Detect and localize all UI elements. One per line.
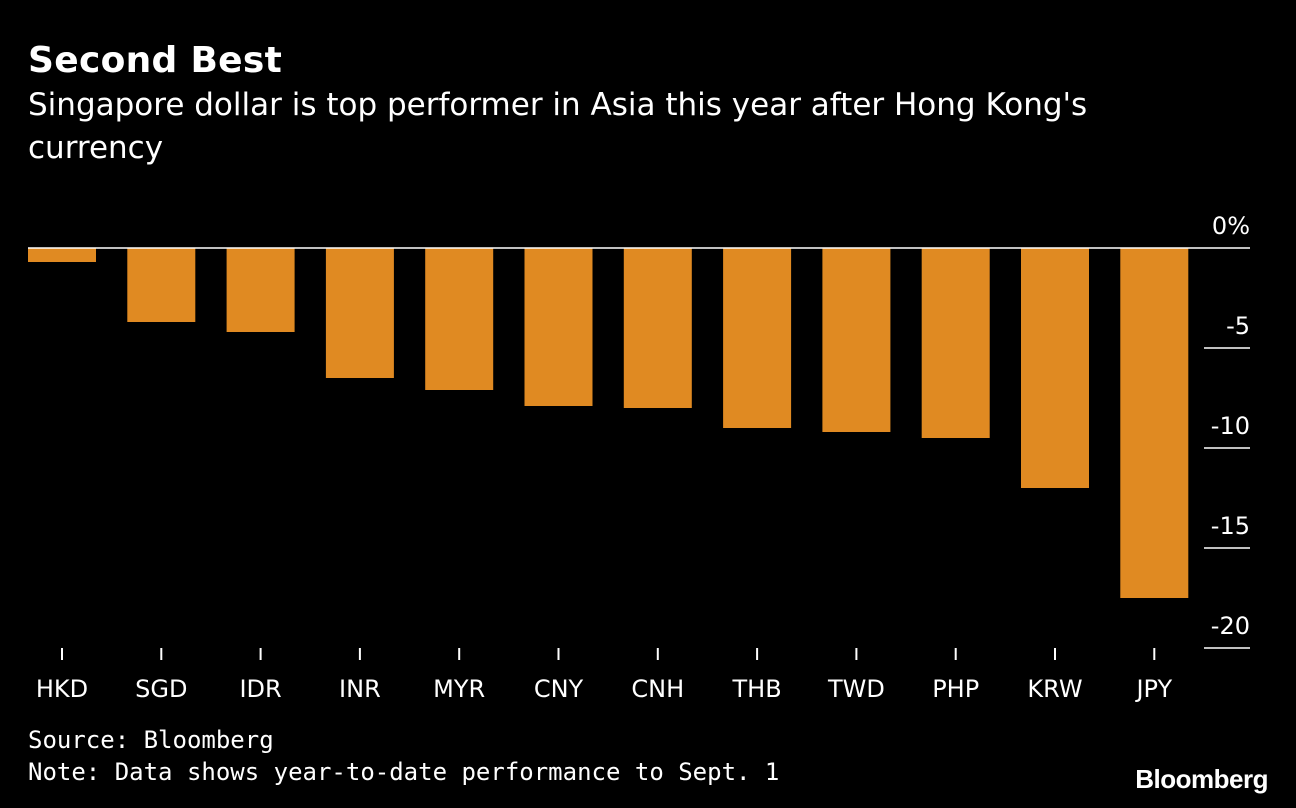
x-tick-label-php: PHP: [932, 675, 979, 703]
bar-cny: [524, 248, 593, 406]
bar-inr: [325, 248, 394, 378]
x-tick-label-sgd: SGD: [135, 675, 187, 703]
x-tick-label-myr: MYR: [433, 675, 485, 703]
y-tick-label: -20: [1211, 612, 1250, 640]
bar-sgd: [127, 248, 196, 322]
bar-jpy: [1120, 248, 1189, 598]
bar-hkd: [28, 248, 96, 262]
y-tick-label: -10: [1211, 412, 1250, 440]
chart-subtitle: Singapore dollar is top performer in Asi…: [28, 87, 1088, 166]
bar-php: [921, 248, 990, 438]
bar-thb: [723, 248, 792, 428]
bloomberg-logo: Bloomberg: [1135, 764, 1268, 794]
bar-krw: [1021, 248, 1089, 488]
y-tick-label: -5: [1226, 312, 1250, 340]
x-tick-label-idr: IDR: [239, 675, 281, 703]
bar-idr: [226, 248, 295, 332]
bars-layer: [28, 248, 1189, 598]
x-tick-label-krw: KRW: [1027, 675, 1082, 703]
chart-title: Second Best: [28, 40, 283, 81]
bar-cnh: [623, 248, 692, 408]
note-text: Note: Data shows year-to-date performanc…: [28, 758, 780, 786]
x-tick-label-inr: INR: [339, 675, 381, 703]
bar-twd: [822, 248, 891, 432]
x-tick-label-hkd: HKD: [36, 675, 88, 703]
x-tick-label-thb: THB: [732, 675, 782, 703]
y-tick-label: -15: [1211, 512, 1250, 540]
y-tick-label: 0%: [1212, 212, 1250, 240]
y-axis: 0% -5 -10 -15 -20: [28, 212, 1250, 649]
x-tick-label-jpy: JPY: [1134, 675, 1172, 703]
bar-myr: [425, 248, 494, 390]
source-text: Source: Bloomberg: [28, 726, 274, 754]
x-tick-label-cny: CNY: [534, 675, 584, 703]
x-axis: HKD SGD IDR INR MYR CNY CNH THB TWD PHP KRW JPY: [36, 648, 1172, 703]
x-tick-label-twd: TWD: [827, 675, 885, 703]
x-tick-label-cnh: CNH: [631, 675, 684, 703]
